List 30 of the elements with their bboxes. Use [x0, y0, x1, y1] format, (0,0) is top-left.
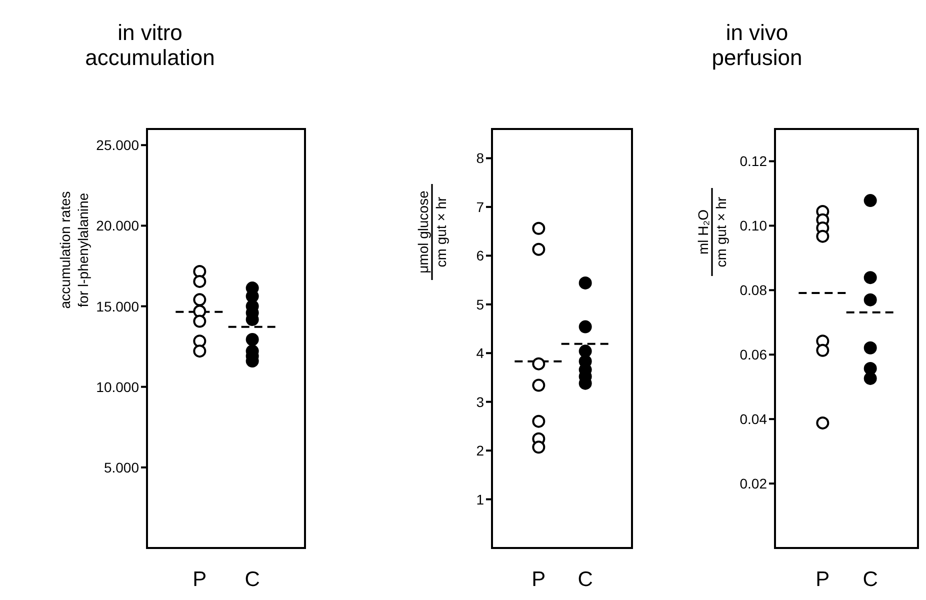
chart-title: in vivo perfusion — [712, 20, 802, 70]
y-tick-label: 10.000 — [96, 378, 140, 395]
y-tick-label: 2 — [476, 442, 484, 459]
x-tick-label: P — [816, 568, 830, 591]
y-tick-label: 4 — [476, 345, 484, 362]
y-tick-label: 7 — [476, 198, 484, 215]
y-tick-label: 5.000 — [104, 459, 140, 476]
y-tick-label: 8 — [476, 150, 484, 166]
y-tick-label: 5 — [476, 296, 484, 312]
x-tick-label: C — [578, 568, 593, 591]
chart-title: in vitro accumulation — [85, 20, 215, 70]
y-tick-label: 3 — [476, 394, 484, 410]
x-tick-label: P — [532, 568, 546, 591]
y-tick-label: 0.12 — [740, 153, 768, 170]
y-tick-label: 6 — [476, 248, 484, 264]
y-tick-label: 0.04 — [740, 411, 768, 428]
y-tick-label: 0.02 — [740, 476, 768, 492]
x-tick-label: C — [244, 568, 260, 591]
y-axis-title: ml H₂O cm gut × hr — [695, 196, 729, 268]
y-tick-label: 15.000 — [96, 298, 140, 314]
x-tick-label: P — [192, 568, 207, 591]
y-tick-label: 25.000 — [96, 137, 140, 154]
y-tick-label: 0.06 — [740, 346, 768, 363]
y-tick-label: 0.10 — [740, 218, 768, 234]
y-axis-title: μmol glucose cm gut × hr — [415, 190, 449, 274]
y-tick-label: 20.000 — [96, 218, 140, 234]
y-tick-label: 0.08 — [740, 282, 768, 298]
y-tick-label: 1 — [476, 491, 484, 508]
x-tick-label: C — [862, 568, 878, 591]
y-axis-title: accumulation rates for l-phenylalanine — [57, 191, 91, 309]
